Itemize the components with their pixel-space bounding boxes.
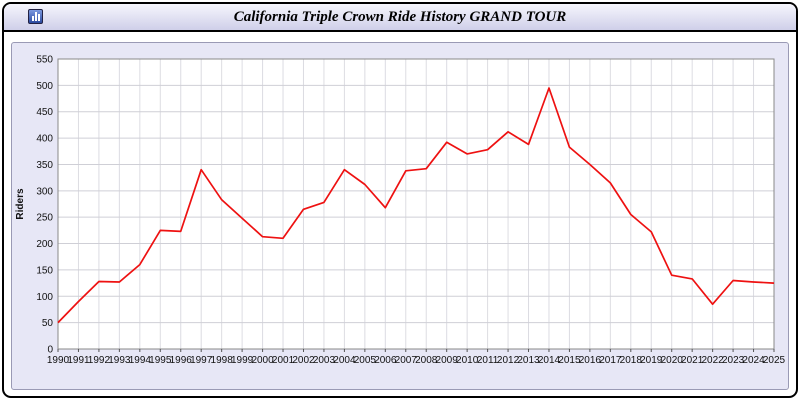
svg-text:1999: 1999 [231, 355, 254, 366]
svg-text:1994: 1994 [129, 355, 152, 366]
svg-text:500: 500 [36, 81, 53, 92]
svg-text:Riders: Riders [15, 188, 26, 220]
svg-text:2025: 2025 [763, 355, 786, 366]
svg-text:1992: 1992 [88, 355, 111, 366]
svg-text:2014: 2014 [538, 355, 561, 366]
svg-text:400: 400 [36, 134, 53, 145]
svg-text:150: 150 [36, 265, 53, 276]
svg-text:2001: 2001 [272, 355, 295, 366]
svg-text:2020: 2020 [661, 355, 684, 366]
chart-window-icon [28, 9, 43, 24]
svg-text:300: 300 [36, 186, 53, 197]
svg-text:2012: 2012 [497, 355, 520, 366]
window-title: California Triple Crown Ride History GRA… [233, 8, 567, 25]
svg-text:2002: 2002 [292, 355, 315, 366]
svg-text:2007: 2007 [395, 355, 418, 366]
svg-text:2018: 2018 [620, 355, 643, 366]
chart-panel: 0 50 100 150 200 250 300 350 400 450 500 550 1990 199… [11, 42, 789, 390]
svg-text:1990: 1990 [47, 355, 70, 366]
svg-text:2003: 2003 [313, 355, 336, 366]
svg-text:250: 250 [36, 213, 53, 224]
svg-text:1997: 1997 [190, 355, 213, 366]
svg-text:0: 0 [47, 345, 53, 356]
svg-text:2017: 2017 [599, 355, 622, 366]
svg-text:2023: 2023 [722, 355, 745, 366]
svg-text:2005: 2005 [354, 355, 377, 366]
title-bar: California Triple Crown Ride History GRA… [4, 4, 796, 32]
svg-text:2015: 2015 [558, 355, 581, 366]
svg-text:1991: 1991 [67, 355, 90, 366]
svg-text:2008: 2008 [415, 355, 438, 366]
svg-text:2011: 2011 [477, 355, 499, 366]
svg-text:2000: 2000 [251, 355, 274, 366]
svg-text:2022: 2022 [702, 355, 725, 366]
svg-text:2016: 2016 [579, 355, 602, 366]
svg-text:1996: 1996 [170, 355, 193, 366]
riders-line-chart: 0 50 100 150 200 250 300 350 400 450 500 550 1990 199… [12, 43, 788, 389]
svg-text:50: 50 [42, 318, 54, 329]
svg-text:2006: 2006 [374, 355, 397, 366]
svg-text:550: 550 [36, 55, 53, 66]
svg-text:200: 200 [36, 239, 53, 250]
svg-text:2021: 2021 [681, 355, 704, 366]
svg-text:2010: 2010 [456, 355, 479, 366]
svg-text:1993: 1993 [108, 355, 131, 366]
svg-text:1995: 1995 [149, 355, 172, 366]
svg-text:2009: 2009 [436, 355, 459, 366]
svg-text:2004: 2004 [333, 355, 356, 366]
svg-text:2013: 2013 [517, 355, 540, 366]
svg-text:1998: 1998 [211, 355, 234, 366]
svg-text:2024: 2024 [742, 355, 765, 366]
svg-text:350: 350 [36, 160, 53, 171]
svg-text:450: 450 [36, 107, 53, 118]
svg-text:100: 100 [36, 292, 53, 303]
svg-text:2019: 2019 [640, 355, 663, 366]
